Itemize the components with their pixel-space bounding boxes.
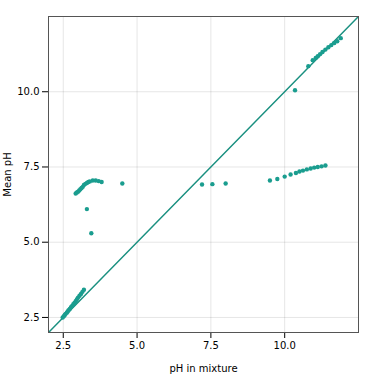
svg-text:10.0: 10.0 — [274, 340, 296, 351]
svg-text:Mean pH: Mean pH — [2, 152, 13, 196]
svg-text:2.5: 2.5 — [24, 312, 40, 323]
svg-text:5.0: 5.0 — [129, 340, 145, 351]
svg-text:7.5: 7.5 — [24, 161, 40, 172]
svg-text:10.0: 10.0 — [17, 86, 39, 97]
svg-text:5.0: 5.0 — [24, 236, 40, 247]
svg-text:2.5: 2.5 — [55, 340, 71, 351]
svg-text:7.5: 7.5 — [203, 340, 219, 351]
svg-text:pH in mixture: pH in mixture — [169, 363, 237, 374]
